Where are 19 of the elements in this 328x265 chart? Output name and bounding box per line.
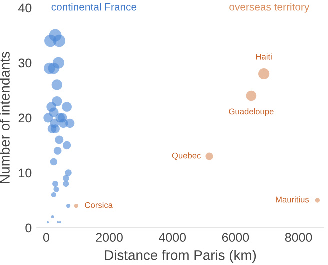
y-tick-label: 40 [18,4,32,13]
x-tick-label: 0 [43,233,50,242]
y-tick-label: 20 [18,114,32,123]
annotation: Corsica [85,202,114,208]
y-tick-label: 10 [19,168,32,178]
y-tick-label: 30 [18,58,32,68]
x-tick-label: 4000 [159,233,186,242]
x-tick-label: 6000 [222,233,250,242]
x-tick-label: 8000 [285,233,312,242]
y-tick-label: 0 [26,224,32,233]
x-axis-title: Distance from Paris (km) [105,250,256,264]
text: overseas territory [230,3,310,13]
annotation: Haiti [256,54,272,60]
series-label: continental France [52,3,137,11]
y-axis-title: Number of intendants [0,52,10,184]
annotation: Guadeloupe [229,108,274,116]
x-tick-label: 2000 [96,233,123,242]
annotation: Mauritius [276,196,310,203]
annotation: Quebec [172,152,201,160]
